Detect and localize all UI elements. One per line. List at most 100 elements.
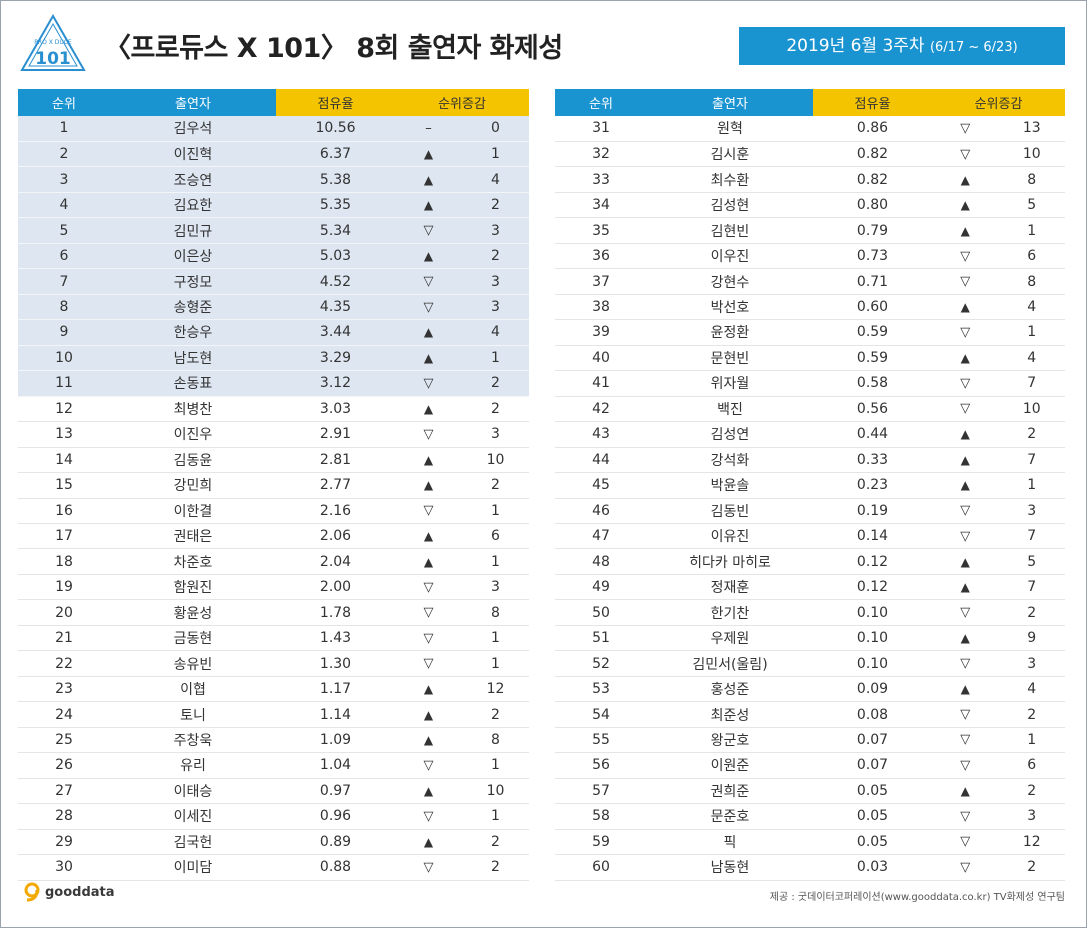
name-cell: 홍성준 xyxy=(647,676,813,703)
share-cell: 0.10 xyxy=(813,599,932,626)
name-cell: 강현수 xyxy=(647,268,813,295)
table-row: 15 강민희 2.77 ▲ 2 xyxy=(18,472,529,499)
arrow-down-icon: ▽ xyxy=(423,274,434,290)
name-cell: 박윤솔 xyxy=(647,472,813,499)
name-cell: 남동현 xyxy=(647,854,813,881)
rank-cell: 11 xyxy=(18,370,110,397)
share-cell: 0.82 xyxy=(813,166,932,193)
change-cell: ▲ 7 xyxy=(932,447,1065,474)
change-cell: ▽ 10 xyxy=(932,396,1065,423)
change-value: 7 xyxy=(1027,579,1037,596)
change-value: 6 xyxy=(1027,248,1037,265)
share-cell: 4.52 xyxy=(276,268,395,295)
share-cell: 0.05 xyxy=(813,829,932,856)
share-cell: 3.44 xyxy=(276,319,395,346)
arrow-down-icon: ▽ xyxy=(960,656,971,672)
name-cell: 구정모 xyxy=(110,268,276,295)
change-value: 1 xyxy=(491,630,500,647)
name-cell: 김현빈 xyxy=(647,217,813,244)
change-cell: ▽ 3 xyxy=(932,803,1065,830)
table-row: 41 위자월 0.58 ▽ 7 xyxy=(555,370,1065,397)
change-cell: ▽ 6 xyxy=(932,243,1065,270)
change-value: 8 xyxy=(491,731,500,748)
change-value: 13 xyxy=(1022,120,1041,137)
change-cell: ▽ 3 xyxy=(395,421,529,448)
table-row: 2 이진혁 6.37 ▲ 1 xyxy=(18,141,529,168)
change-value: 3 xyxy=(491,222,500,239)
arrow-up-icon: ▲ xyxy=(423,401,434,416)
arrow-down-icon: ▽ xyxy=(423,656,434,672)
share-cell: 0.23 xyxy=(813,472,932,499)
share-cell: 1.30 xyxy=(276,650,395,677)
rank-cell: 22 xyxy=(18,650,110,677)
table-row: 58 문준호 0.05 ▽ 3 xyxy=(555,803,1065,830)
share-cell: 1.04 xyxy=(276,752,395,779)
change-value: 10 xyxy=(1022,146,1041,163)
arrow-down-icon: ▽ xyxy=(960,248,971,264)
rank-cell: 13 xyxy=(18,421,110,448)
share-cell: 0.88 xyxy=(276,854,395,881)
rank-cell: 32 xyxy=(555,141,647,168)
change-cell: ▲ 4 xyxy=(395,319,529,346)
change-value: 2 xyxy=(491,375,500,392)
rank-cell: 23 xyxy=(18,676,110,703)
col-header-share: 점유율 xyxy=(276,89,395,116)
table-row: 19 함원진 2.00 ▽ 3 xyxy=(18,574,529,601)
share-cell: 0.10 xyxy=(813,625,932,652)
change-value: 4 xyxy=(491,171,500,188)
change-value: 2 xyxy=(1027,426,1037,443)
change-cell: ▲ 2 xyxy=(395,396,529,423)
arrow-up-icon: ▲ xyxy=(423,325,434,340)
name-cell: 김요한 xyxy=(110,192,276,219)
change-value: 1 xyxy=(1027,731,1037,748)
name-cell: 송형준 xyxy=(110,294,276,321)
change-cell: ▽ 1 xyxy=(395,752,529,779)
name-cell: 이원준 xyxy=(647,752,813,779)
rank-cell: 42 xyxy=(555,396,647,423)
rank-cell: 1 xyxy=(18,116,110,142)
arrow-up-icon: ▲ xyxy=(960,554,970,569)
name-cell: 유리 xyxy=(110,752,276,779)
arrow-down-icon: ▽ xyxy=(960,401,971,417)
share-cell: 0.44 xyxy=(813,421,932,448)
change-cell: ▽ 8 xyxy=(395,599,529,626)
name-cell: 금동현 xyxy=(110,625,276,652)
share-cell: 0.56 xyxy=(813,396,932,423)
change-cell: ▲ 1 xyxy=(932,217,1065,244)
change-value: 2 xyxy=(491,477,500,494)
rank-cell: 5 xyxy=(18,217,110,244)
share-cell: 2.04 xyxy=(276,548,395,575)
name-cell: 위자월 xyxy=(647,370,813,397)
change-cell: ▲ 2 xyxy=(395,472,529,499)
rank-cell: 56 xyxy=(555,752,647,779)
arrow-up-icon: ▲ xyxy=(423,834,434,849)
arrow-down-icon: ▽ xyxy=(960,605,971,621)
name-cell: 문준호 xyxy=(647,803,813,830)
arrow-down-icon: ▽ xyxy=(960,834,971,850)
rank-cell: 21 xyxy=(18,625,110,652)
name-cell: 히다카 마히로 xyxy=(647,548,813,575)
ranking-table-right: 순위 출연자 점유율 순위증감 31 원혁 0.86 ▽ 13 32 김시훈 0.82 ▽ 10 3… xyxy=(555,89,1065,881)
name-cell: 최병찬 xyxy=(110,396,276,423)
name-cell: 김성연 xyxy=(647,421,813,448)
change-cell: ▲ 1 xyxy=(395,345,529,372)
share-cell: 5.34 xyxy=(276,217,395,244)
table-row: 10 남도현 3.29 ▲ 1 xyxy=(18,345,529,372)
change-value: 3 xyxy=(491,426,500,443)
table-row: 14 김동윤 2.81 ▲ 10 xyxy=(18,447,529,474)
rank-cell: 4 xyxy=(18,192,110,219)
rank-cell: 46 xyxy=(555,498,647,525)
share-cell: 0.82 xyxy=(813,141,932,168)
change-value: 2 xyxy=(491,859,500,876)
name-cell: 함원진 xyxy=(110,574,276,601)
table-row: 36 이우진 0.73 ▽ 6 xyxy=(555,243,1065,270)
change-value: 2 xyxy=(1027,604,1037,621)
table-row: 48 히다카 마히로 0.12 ▲ 5 xyxy=(555,548,1065,575)
rank-cell: 37 xyxy=(555,268,647,295)
table-row: 60 남동현 0.03 ▽ 2 xyxy=(555,854,1065,881)
arrow-up-icon: ▲ xyxy=(423,172,434,187)
rank-cell: 14 xyxy=(18,447,110,474)
table-row: 40 문현빈 0.59 ▲ 4 xyxy=(555,345,1065,372)
change-value: 5 xyxy=(1027,553,1037,570)
arrow-up-icon: ▲ xyxy=(960,682,970,697)
